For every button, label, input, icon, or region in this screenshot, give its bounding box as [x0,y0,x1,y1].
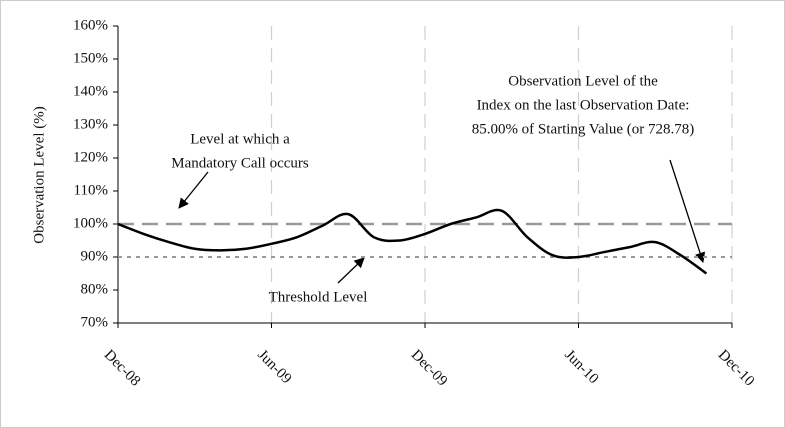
annotation: Index on the last Observation Date: [477,97,690,113]
annotation: 85.00% of Starting Value (or 728.78) [472,121,695,137]
annotation: Level at which a [190,131,290,147]
y-tick-label: 130% [73,116,108,132]
arrow [178,171,209,209]
y-tick-label: 150% [73,50,108,66]
y-tick-label: 160% [73,17,108,33]
annotation: Mandatory Call occurs [171,155,309,171]
arrow [669,159,706,263]
line [117,208,708,275]
y-tick-label: 100% [73,215,108,231]
y-axis-title: Observation Level (%) [31,106,47,243]
annotation: Threshold Level [269,289,368,305]
y-tick-label: 110% [74,182,108,198]
arrow [337,257,365,284]
y-tick-label: 90% [81,248,109,264]
y-tick-label: 80% [81,281,109,297]
annotation: Observation Level of the [508,73,658,89]
y-tick-label: 120% [73,149,108,165]
y-tick-label: 70% [81,314,109,330]
y-tick-label: 140% [73,83,108,99]
